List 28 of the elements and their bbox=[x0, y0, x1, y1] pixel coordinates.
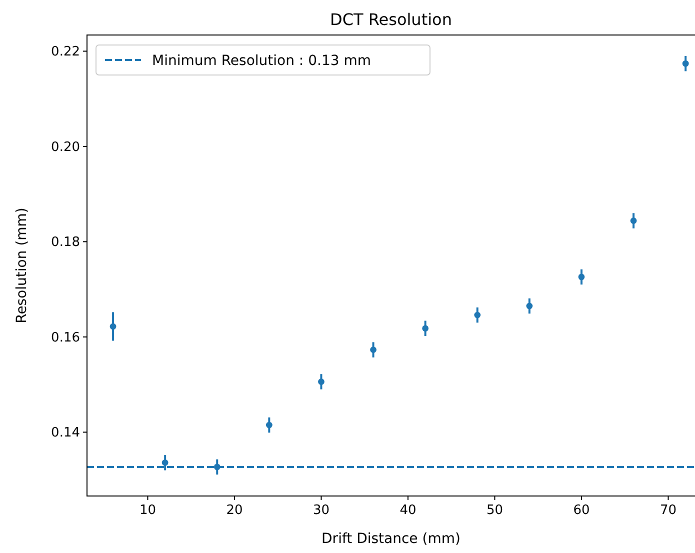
chart-title: DCT Resolution bbox=[330, 10, 452, 29]
point bbox=[682, 60, 689, 67]
point bbox=[110, 323, 116, 330]
point bbox=[578, 274, 585, 280]
y-tick-label: 0.20 bbox=[51, 140, 80, 155]
x-tick-label: 70 bbox=[660, 503, 677, 518]
point bbox=[630, 218, 637, 224]
point bbox=[474, 312, 481, 318]
legend-label: Minimum Resolution : 0.13 mm bbox=[152, 53, 371, 69]
x-tick-label: 10 bbox=[139, 503, 156, 518]
point bbox=[266, 422, 272, 428]
x-tick-label: 50 bbox=[486, 503, 504, 518]
point bbox=[318, 378, 324, 385]
y-tick-label: 0.18 bbox=[51, 235, 80, 250]
point bbox=[526, 302, 533, 310]
y-tick-label: 0.14 bbox=[51, 426, 80, 441]
point bbox=[214, 464, 220, 470]
x-tick-label: 40 bbox=[400, 503, 416, 518]
x-axis-title: Drift Distance (mm) bbox=[322, 531, 460, 547]
y-tick-label: 0.22 bbox=[51, 44, 80, 60]
point bbox=[422, 325, 429, 332]
x-tick-label: 30 bbox=[312, 503, 330, 518]
y-tick-label: 0.16 bbox=[51, 330, 80, 346]
point bbox=[162, 459, 168, 466]
point bbox=[370, 346, 376, 353]
x-tick-label: 60 bbox=[573, 503, 590, 518]
x-tick-label: 20 bbox=[226, 503, 243, 518]
y-axis-title: Resolution (mm) bbox=[14, 208, 30, 324]
